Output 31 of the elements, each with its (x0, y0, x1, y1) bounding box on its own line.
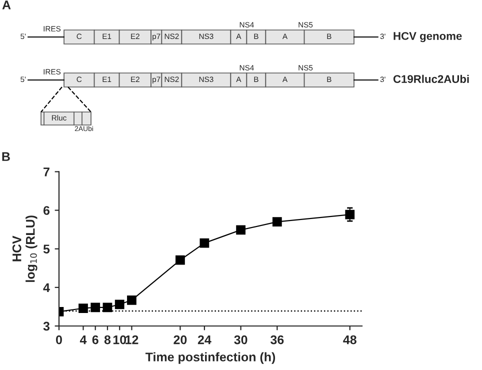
x-tick-label: 10 (113, 335, 126, 344)
y-tick-label: 5 (43, 244, 50, 254)
y-tick-label: 6 (43, 206, 50, 215)
x-tick-label: 36 (270, 335, 284, 344)
x-tick-label: 24 (198, 335, 212, 344)
point (78, 304, 88, 313)
x-tick-label: 8 (104, 335, 111, 344)
y-axis-title: HCV log$_{10}$ (RLU) (12, 216, 38, 282)
x-tick-label: 4 (80, 335, 87, 344)
text: A (2, 0, 11, 10)
x-tick-label: 30 (234, 335, 248, 344)
x-tick-label: 6 (92, 335, 98, 344)
x-tick-label: 48 (343, 335, 356, 344)
point (102, 302, 112, 312)
text: C19Rluc2AUbi (393, 74, 469, 83)
x-tick-label: 0 (56, 335, 62, 344)
point (90, 302, 100, 312)
y-tick-label: 7 (44, 168, 50, 176)
point (176, 255, 185, 265)
chart-title: B (2, 152, 10, 161)
point (236, 225, 246, 235)
y-tick-label: 3 (43, 322, 50, 331)
point (200, 238, 210, 248)
x-tick-label: 12 (126, 335, 138, 344)
y-tick-label: 4 (43, 283, 50, 292)
point (114, 300, 124, 310)
x-tick-label: 20 (174, 335, 187, 344)
point (345, 210, 355, 220)
point (127, 295, 136, 305)
x-axis-title: Time postinfection (h) (145, 352, 276, 364)
text: HCV genome (394, 32, 462, 42)
